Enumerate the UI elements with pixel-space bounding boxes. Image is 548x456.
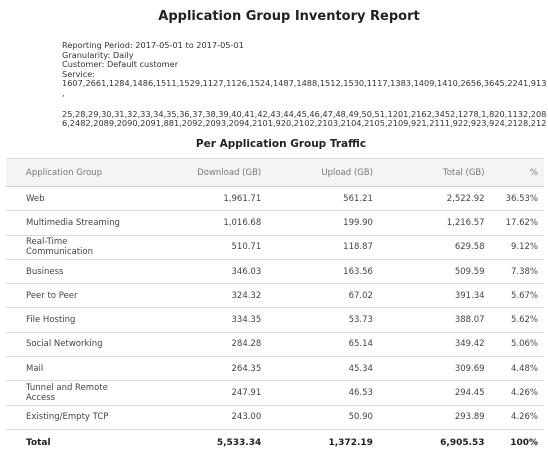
cell-download: 243.00 <box>134 405 268 430</box>
total-total: 6,905.53 <box>378 428 491 456</box>
cell-percent: 4.26% <box>490 405 544 430</box>
report-title: Application Group Inventory Report <box>158 9 420 24</box>
cell-download: 346.03 <box>134 259 268 285</box>
cell-upload: 65.14 <box>267 332 379 358</box>
customer: Customer: Default customer <box>62 59 179 70</box>
cell-percent: 5.67% <box>490 283 544 309</box>
cell-percent: 17.62% <box>490 210 544 236</box>
table-row: Multimedia Streaming 1,016.68 199.90 1,2… <box>6 210 544 236</box>
column-header-total: Total (GB) <box>378 158 491 187</box>
cell-download: 324.32 <box>134 283 268 309</box>
cell-group: Web <box>6 186 135 212</box>
cell-group: Real-Time Communication <box>6 235 135 260</box>
cell-group: Social Networking <box>6 332 135 358</box>
cell-total: 2,522.92 <box>378 186 491 212</box>
cell-upload: 46.53 <box>267 380 379 406</box>
column-header-application-group: Application Group <box>6 158 135 187</box>
cell-total: 391.34 <box>378 283 491 309</box>
cell-download: 1,016.68 <box>134 210 268 236</box>
table-row: Business 346.03 163.56 509.59 7.38% <box>6 259 544 285</box>
cell-upload: 118.87 <box>267 235 379 260</box>
cell-download: 510.71 <box>134 235 268 260</box>
cell-total: 629.58 <box>378 235 491 260</box>
cell-download: 264.35 <box>134 356 268 382</box>
cell-download: 247.91 <box>134 380 268 406</box>
cell-upload: 45.34 <box>267 356 379 382</box>
cell-total: 309.69 <box>378 356 491 382</box>
cell-percent: 7.38% <box>490 259 544 285</box>
total-percent: 100% <box>490 428 544 456</box>
cell-group: Existing/Empty TCP <box>6 405 135 430</box>
total-label: Total <box>6 428 135 456</box>
cell-download: 1,961.71 <box>134 186 268 212</box>
table-row: Mail 264.35 45.34 309.69 4.48% <box>6 356 544 382</box>
cell-group: Tunnel and Remote Access <box>6 380 135 406</box>
report-metadata: Reporting Period: 2017-05-01 to 2017-05-… <box>62 40 548 129</box>
cell-percent: 4.48% <box>490 356 544 382</box>
cell-group: Mail <box>6 356 135 382</box>
section-title: Per Application Group Traffic <box>195 138 367 150</box>
cell-group: Business <box>6 259 135 285</box>
cell-download: 334.35 <box>134 307 268 333</box>
service-list-line-1b: , <box>62 88 65 98</box>
table-row: Tunnel and Remote Access 247.91 46.53 29… <box>6 380 544 406</box>
table-row: Social Networking 284.28 65.14 349.42 5.… <box>6 332 544 358</box>
service-list-line-1: 1607,2661,1284,1486,1511,1529,1127,1126,… <box>62 79 547 89</box>
table-row: Peer to Peer 324.32 67.02 391.34 5.67% <box>6 283 544 309</box>
cell-group: Peer to Peer <box>6 283 135 309</box>
cell-percent: 5.62% <box>490 307 544 333</box>
cell-upload: 561.21 <box>267 186 379 212</box>
cell-group: File Hosting <box>6 307 135 333</box>
cell-upload: 53.73 <box>267 307 379 333</box>
cell-total: 509.59 <box>378 259 491 285</box>
table-row: Existing/Empty TCP 243.00 50.90 293.89 4… <box>6 405 544 430</box>
application-group-table: Application Group Download (GB) Upload (… <box>6 158 544 456</box>
table-row: Web 1,961.71 561.21 2,522.92 36.53% <box>6 186 544 212</box>
column-header-upload: Upload (GB) <box>267 158 379 187</box>
cell-total: 1,216.57 <box>378 210 491 236</box>
service-list-line-3: 6,2482,2089,2090,2091,881,2092,2093,2094… <box>62 119 547 129</box>
cell-percent: 4.26% <box>490 380 544 406</box>
service-list-line-2: 25,28,29,30,31,32,33,34,35,36,37,38,39,4… <box>62 109 547 119</box>
service-label: Service: <box>62 68 96 79</box>
table-row: File Hosting 334.35 53.73 388.07 5.62% <box>6 307 544 333</box>
table-row: Real-Time Communication 510.71 118.87 62… <box>6 235 544 260</box>
cell-group: Multimedia Streaming <box>6 210 135 236</box>
total-row: Total 5,533.34 1,372.19 6,905.53 100% <box>6 428 544 456</box>
column-header-download: Download (GB) <box>134 158 268 187</box>
cell-percent: 36.53% <box>490 186 544 212</box>
cell-total: 349.42 <box>378 332 491 358</box>
cell-upload: 67.02 <box>267 283 379 309</box>
cell-total: 294.45 <box>378 380 491 406</box>
cell-percent: 9.12% <box>490 235 544 260</box>
cell-total: 388.07 <box>378 307 491 333</box>
column-header-percent: % <box>490 158 544 187</box>
cell-upload: 199.90 <box>267 210 379 236</box>
table-header-row: Application Group Download (GB) Upload (… <box>6 158 544 187</box>
cell-percent: 5.06% <box>490 332 544 358</box>
reporting-period: Reporting Period: 2017-05-01 to 2017-05-… <box>62 40 244 50</box>
total-upload: 1,372.19 <box>267 428 379 456</box>
granularity: Granularity: Daily <box>62 49 134 60</box>
cell-total: 293.89 <box>378 405 491 430</box>
total-download: 5,533.34 <box>134 428 268 456</box>
cell-upload: 163.56 <box>267 259 379 285</box>
cell-download: 284.28 <box>134 332 268 358</box>
cell-upload: 50.90 <box>267 405 379 430</box>
